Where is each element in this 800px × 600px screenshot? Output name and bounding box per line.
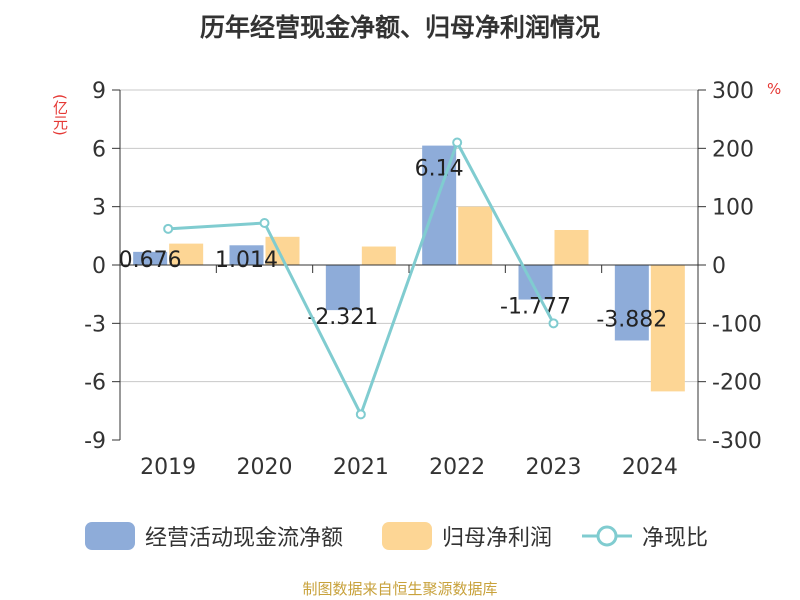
x-tick-label-2022: 2022 bbox=[429, 455, 485, 480]
bar-profit-2023 bbox=[554, 230, 589, 265]
ratio-point-2022 bbox=[452, 137, 463, 148]
ratio-point-2021 bbox=[355, 409, 366, 420]
left-tick-label: 6 bbox=[92, 137, 106, 162]
right-tick-label: -200 bbox=[712, 371, 762, 396]
data-label-cash-2021: -2.321 bbox=[307, 305, 378, 330]
right-tick-label: 0 bbox=[712, 254, 726, 279]
right-tick-label: -100 bbox=[712, 312, 762, 337]
legend-item-ratio[interactable]: 净现比 bbox=[582, 518, 708, 554]
ratio-point-2023 bbox=[548, 318, 559, 329]
data-label-cash-2019: 0.676 bbox=[119, 248, 182, 273]
ratio-point-2020 bbox=[259, 218, 270, 228]
x-tick-label-2023: 2023 bbox=[526, 455, 582, 480]
legend-swatch-ratio bbox=[582, 525, 632, 547]
ratio-point-2019 bbox=[163, 223, 174, 234]
right-axis-unit: % bbox=[767, 80, 782, 98]
data-label-cash-2020: 1.014 bbox=[215, 248, 278, 273]
x-tick-label-2024: 2024 bbox=[622, 455, 678, 480]
chart-title: 历年经营现金净额、归母净利润情况 bbox=[199, 13, 600, 42]
left-tick-label: -3 bbox=[84, 312, 106, 337]
left-tick-label: 0 bbox=[92, 254, 106, 279]
bar-profit-2021 bbox=[361, 246, 396, 265]
left-axis-unit: (亿元) bbox=[51, 94, 69, 136]
left-tick-label: -6 bbox=[84, 371, 106, 396]
source-note: 制图数据来自恒生聚源数据库 bbox=[302, 580, 498, 598]
ratio-line bbox=[168, 138, 555, 419]
right-tick-label: -300 bbox=[712, 429, 762, 454]
legend-label-profit: 归母净利润 bbox=[442, 526, 553, 551]
legend-swatch-profit bbox=[382, 522, 432, 550]
data-label-cash-2022: 6.14 bbox=[415, 157, 464, 182]
data-label-cash-2024: -3.882 bbox=[596, 307, 667, 332]
right-tick-label: 100 bbox=[712, 196, 754, 221]
legend-swatch-cash bbox=[85, 522, 135, 550]
left-tick-label: 9 bbox=[92, 79, 106, 104]
x-tick-label-2021: 2021 bbox=[333, 455, 389, 480]
data-label-cash-2023: -1.777 bbox=[500, 295, 571, 320]
left-tick-label: -9 bbox=[84, 429, 106, 454]
legend-item-profit[interactable]: 归母净利润 bbox=[382, 518, 552, 554]
x-tick-label-2020: 2020 bbox=[237, 455, 293, 480]
bar-cash-2024 bbox=[614, 265, 649, 341]
legend-label-cash: 经营活动现金流净额 bbox=[145, 526, 344, 551]
legend-label-ratio: 净现比 bbox=[642, 526, 709, 551]
legend: 经营活动现金流净额 归母净利润 净现比 bbox=[0, 518, 800, 554]
right-tick-label: 200 bbox=[712, 137, 754, 162]
right-tick-label: 300 bbox=[712, 79, 754, 104]
legend-item-cash[interactable]: 经营活动现金流净额 bbox=[85, 518, 343, 554]
bar-profit-2022 bbox=[458, 206, 493, 265]
bar-profit-2024 bbox=[650, 265, 685, 392]
bar-cash-2019 bbox=[133, 251, 168, 265]
left-tick-label: 3 bbox=[92, 196, 106, 221]
bar-cash-2020 bbox=[229, 245, 264, 265]
bar-cash-2021 bbox=[325, 265, 360, 311]
x-tick-label-2019: 2019 bbox=[140, 455, 196, 480]
bar-profit-2019 bbox=[169, 243, 204, 265]
